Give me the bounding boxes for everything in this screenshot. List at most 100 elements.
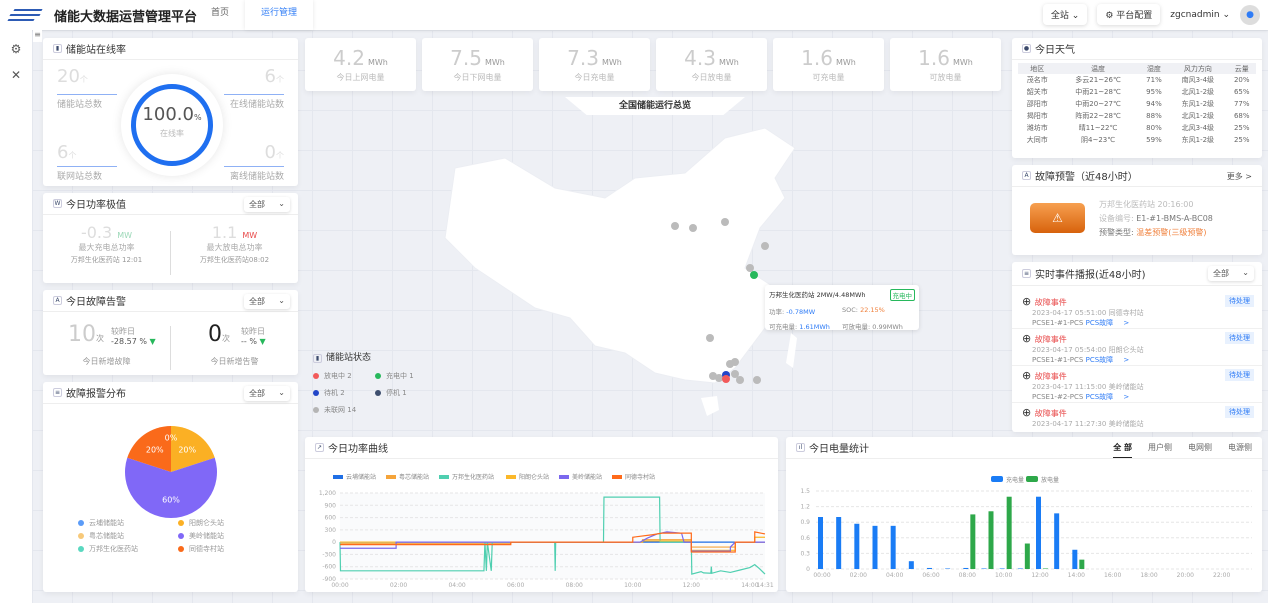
bar[interactable] [945, 568, 951, 569]
station-dot[interactable] [726, 360, 734, 368]
event-icon: ⊕ [1022, 332, 1032, 345]
station-dot[interactable] [746, 264, 754, 272]
y-tick-label: -600 [322, 564, 336, 571]
weather-cell: 94% [1146, 100, 1162, 108]
stat-card: 7.5 MWh 今日下网电量 [422, 38, 533, 91]
fault-filter-select[interactable]: 全部 ⌄ [244, 294, 290, 309]
bar[interactable] [854, 523, 860, 569]
legend-label[interactable]: 粤芯储能站 [399, 473, 429, 481]
gear-icon[interactable]: ⚙ [10, 42, 22, 56]
sidebar: ⚙ ✕ [0, 30, 32, 603]
stat-card: 4.2 MWh 今日上网电量 [305, 38, 416, 91]
legend-swatch[interactable] [506, 475, 516, 479]
event-status-button[interactable]: 待处理 [1225, 369, 1254, 381]
events-filter-select[interactable]: 全部 ⌄ [1208, 266, 1254, 281]
more-link[interactable]: 更多 > [1226, 172, 1252, 181]
event-item[interactable]: ⊕ 故障事件 2023-04-17 11:27:30 美岭储能站 待处理 [1012, 403, 1262, 432]
alert-icon: A [53, 296, 62, 305]
event-detail-arrow[interactable]: > [1123, 356, 1130, 364]
energy-tab[interactable]: 电网侧 [1188, 443, 1212, 452]
station-dot[interactable] [736, 376, 744, 384]
weather-cell: 中雨21~28℃ [1075, 88, 1121, 96]
pie-slice[interactable] [127, 426, 171, 472]
bar[interactable] [1072, 549, 1078, 569]
legend-label[interactable]: 云埔储能站 [346, 473, 376, 481]
legend-swatch[interactable] [612, 475, 622, 479]
energy-tab[interactable]: 全 部 [1113, 442, 1132, 458]
station-dot[interactable] [721, 218, 729, 226]
event-item[interactable]: ⊕ 故障事件 2023-04-17 05:51:00 同德寺村站 PCSE1-#1-… [1012, 292, 1262, 329]
event-detail-arrow[interactable]: > [1123, 393, 1130, 401]
stat-label: 今日上网电量 [336, 73, 385, 82]
bar[interactable] [1024, 543, 1030, 569]
bar[interactable] [1079, 559, 1085, 569]
nav-operations[interactable]: 运行管理 [245, 0, 314, 30]
bar[interactable] [1006, 496, 1012, 569]
legend-label[interactable]: 万邦生化医药站 [452, 473, 494, 481]
event-fault-link[interactable]: PCS故障 [1085, 356, 1114, 364]
legend-swatch[interactable] [333, 475, 343, 479]
station-dot-discharging[interactable] [722, 375, 730, 383]
bar[interactable] [1043, 568, 1048, 569]
legend-label[interactable]: 阳朗仑头站 [519, 473, 549, 481]
energy-bar-chart: 1.5 1.2 0.9 0.6 0.3 000:00 02:00 04:00 06:00 08:0… [800, 476, 1252, 579]
event-fault-link[interactable]: PCS故障 [1085, 393, 1114, 401]
bar[interactable] [963, 567, 969, 569]
bar[interactable] [999, 568, 1005, 569]
bar[interactable] [1017, 568, 1023, 569]
event-status-button[interactable]: 待处理 [1225, 332, 1254, 344]
station-dot[interactable] [706, 334, 714, 342]
event-item[interactable]: ⊕ 故障事件 2023-04-17 11:15:00 美岭储能站 PCSE1-#2-… [1012, 366, 1262, 403]
legend-label[interactable]: 美岭储能站 [572, 473, 602, 481]
pie-slice[interactable] [125, 457, 217, 518]
nav-home[interactable]: 首页 [211, 8, 230, 18]
energy-tab[interactable]: 电源侧 [1228, 443, 1252, 452]
tools-icon[interactable]: ✕ [10, 68, 22, 82]
station-select[interactable]: 全站 ⌄ [1042, 4, 1088, 25]
bar[interactable] [890, 525, 896, 569]
power-filter-select[interactable]: 全部 ⌄ [244, 197, 290, 212]
bar[interactable] [836, 517, 842, 569]
legend-swatch[interactable] [559, 475, 569, 479]
bar[interactable] [1054, 513, 1060, 569]
user-menu[interactable]: zgcnadmin ⌄ [1170, 9, 1230, 20]
station-dot[interactable] [761, 242, 769, 250]
legend-swatch[interactable] [991, 476, 1003, 482]
event-detail-arrow[interactable]: > [1123, 319, 1130, 327]
status-badge: 充电中 [889, 289, 915, 301]
station-dot-charging[interactable] [750, 271, 758, 279]
legend-swatch[interactable] [439, 475, 449, 479]
station-dot[interactable] [689, 224, 697, 232]
bar[interactable] [981, 568, 987, 569]
bar[interactable] [818, 517, 823, 569]
legend-swatch[interactable] [1026, 476, 1038, 482]
divider [170, 231, 171, 275]
station-dot[interactable] [731, 370, 739, 378]
station-select-value: 全站 [1050, 11, 1069, 21]
event-fault-link[interactable]: PCS故障 [1085, 319, 1114, 327]
legend-dot-icon [178, 533, 184, 539]
legend-swatch[interactable] [386, 475, 396, 479]
legend-label[interactable]: 充电量 [1006, 476, 1024, 484]
legend-label[interactable]: 放电量 [1041, 476, 1059, 484]
bar[interactable] [927, 567, 932, 569]
event-item[interactable]: ⊕ 故障事件 2023-04-17 05:54:00 阳朗仑头站 PCSE1-#1-… [1012, 329, 1262, 366]
bar[interactable] [872, 525, 878, 569]
bar[interactable] [970, 514, 976, 569]
station-dot[interactable] [753, 376, 761, 384]
energy-tab[interactable]: 用户侧 [1148, 443, 1172, 452]
event-status-button[interactable]: 待处理 [1225, 295, 1254, 307]
distribution-filter-select[interactable]: 全部 ⌄ [244, 386, 290, 401]
bar[interactable] [988, 511, 994, 569]
station-dot[interactable] [671, 222, 679, 230]
station-dot[interactable] [715, 374, 723, 382]
platform-config-button[interactable]: ⚙ 平台配置 [1097, 4, 1161, 25]
legend-label[interactable]: 同德寺村站 [625, 473, 655, 481]
bar[interactable] [1036, 496, 1041, 569]
online-rate-gauge: 100.0% 在线率 [121, 74, 223, 176]
avatar[interactable]: ● [1240, 4, 1260, 25]
pie-slice[interactable] [171, 426, 215, 472]
event-status-button[interactable]: 待处理 [1225, 406, 1254, 418]
bar[interactable] [908, 561, 914, 569]
collapse-menu-icon[interactable]: ≡ [33, 30, 42, 42]
